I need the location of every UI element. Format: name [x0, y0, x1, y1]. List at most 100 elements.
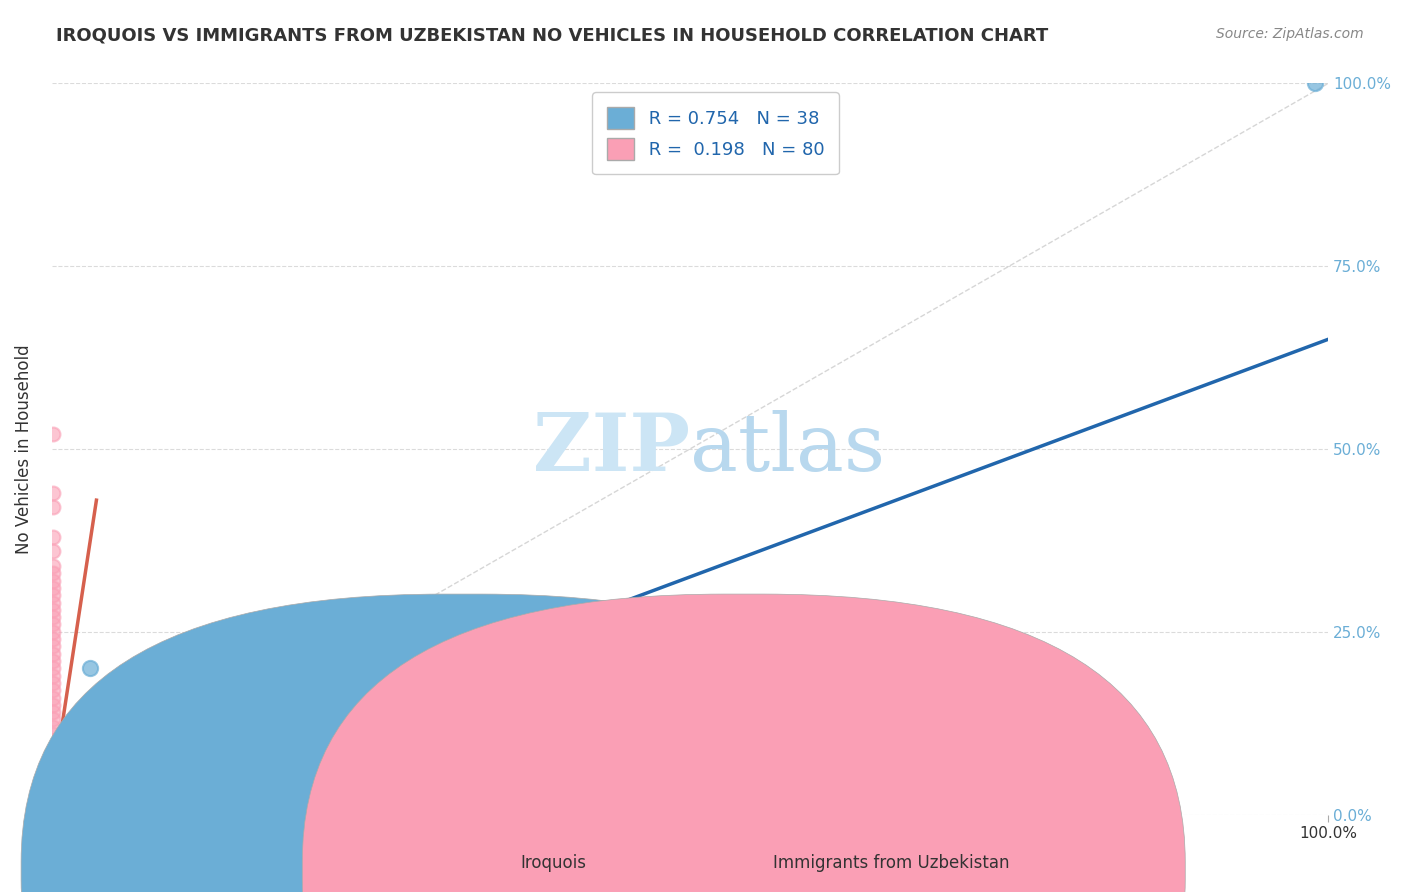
Point — [98, 683, 121, 698]
Text: atlas: atlas — [690, 410, 884, 488]
Point — [65, 786, 87, 800]
Point — [86, 778, 108, 792]
Legend:  R = 0.754   N = 38,  R =  0.198   N = 80: R = 0.754 N = 38, R = 0.198 N = 80 — [592, 93, 839, 175]
Point — [45, 786, 67, 800]
Point — [91, 698, 114, 712]
Text: IROQUOIS VS IMMIGRANTS FROM UZBEKISTAN NO VEHICLES IN HOUSEHOLD CORRELATION CHAR: IROQUOIS VS IMMIGRANTS FROM UZBEKISTAN N… — [56, 27, 1049, 45]
Point — [79, 771, 101, 785]
Point — [44, 764, 66, 778]
Point — [42, 610, 65, 624]
Point — [42, 778, 65, 792]
Point — [69, 778, 91, 792]
Point — [117, 786, 139, 800]
Point — [42, 574, 65, 588]
Point — [42, 668, 65, 682]
Point — [423, 661, 446, 675]
Point — [69, 741, 91, 756]
Y-axis label: No Vehicles in Household: No Vehicles in Household — [15, 344, 32, 554]
Point — [169, 654, 191, 668]
Point — [42, 632, 65, 646]
Point — [49, 749, 72, 764]
Point — [360, 705, 382, 719]
Point — [111, 676, 134, 690]
Point — [45, 764, 67, 778]
Point — [44, 771, 66, 785]
Point — [1305, 77, 1327, 91]
Point — [42, 647, 65, 661]
Point — [63, 734, 86, 748]
Point — [42, 720, 65, 734]
Point — [42, 698, 65, 712]
Point — [46, 778, 69, 792]
Point — [53, 778, 76, 792]
Point — [270, 647, 292, 661]
Point — [44, 749, 66, 764]
Point — [42, 530, 65, 544]
Point — [42, 734, 65, 748]
Point — [52, 786, 75, 800]
Point — [295, 640, 318, 654]
Point — [51, 786, 73, 800]
Point — [59, 786, 82, 800]
Point — [56, 778, 79, 792]
Point — [49, 778, 72, 792]
Point — [44, 778, 66, 792]
Point — [42, 558, 65, 573]
Point — [58, 734, 80, 748]
Point — [45, 771, 67, 785]
Point — [51, 756, 73, 771]
Point — [53, 741, 76, 756]
Point — [63, 778, 86, 792]
Point — [44, 756, 66, 771]
Point — [42, 588, 65, 602]
Point — [322, 654, 344, 668]
Point — [42, 690, 65, 705]
Point — [42, 713, 65, 727]
Point — [42, 595, 65, 609]
Point — [67, 786, 90, 800]
Point — [56, 786, 79, 800]
Point — [44, 741, 66, 756]
Point — [129, 661, 152, 675]
Point — [73, 778, 96, 792]
Point — [398, 676, 420, 690]
Point — [42, 705, 65, 719]
Point — [72, 786, 94, 800]
Point — [42, 624, 65, 639]
Point — [104, 690, 127, 705]
Point — [45, 771, 67, 785]
Point — [124, 683, 146, 698]
Point — [742, 690, 765, 705]
Point — [488, 676, 510, 690]
Point — [44, 786, 66, 800]
Point — [42, 727, 65, 741]
Point — [48, 786, 70, 800]
Text: Iroquois: Iroquois — [520, 855, 586, 872]
Point — [45, 749, 67, 764]
Point — [46, 771, 69, 785]
Point — [62, 786, 84, 800]
Point — [59, 749, 82, 764]
Point — [45, 778, 67, 792]
Point — [45, 778, 67, 792]
Point — [45, 786, 67, 800]
Point — [49, 786, 72, 800]
Point — [66, 778, 89, 792]
Point — [42, 617, 65, 632]
Point — [42, 500, 65, 515]
Point — [60, 727, 83, 741]
Point — [42, 683, 65, 698]
Point — [51, 778, 73, 792]
Point — [48, 778, 70, 792]
Point — [42, 581, 65, 595]
Point — [45, 764, 67, 778]
Point — [56, 756, 79, 771]
Text: Source: ZipAtlas.com: Source: ZipAtlas.com — [1216, 27, 1364, 41]
Point — [73, 727, 96, 741]
Point — [42, 654, 65, 668]
Point — [76, 713, 98, 727]
Point — [42, 544, 65, 558]
Point — [46, 786, 69, 800]
Point — [79, 661, 101, 675]
Point — [46, 771, 69, 785]
